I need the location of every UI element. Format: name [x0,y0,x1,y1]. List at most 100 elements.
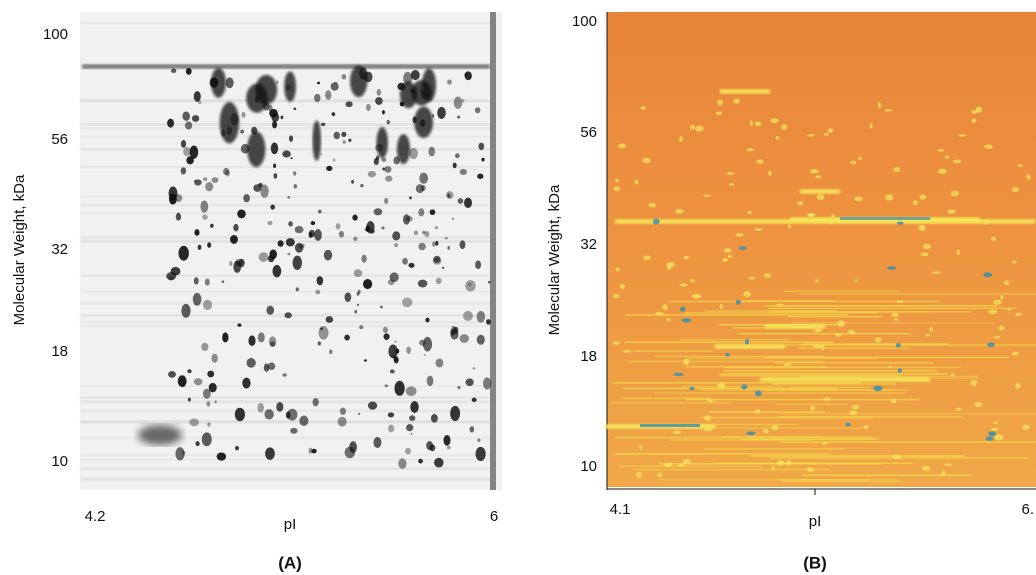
gel-spot [344,292,352,303]
gel-streak [684,312,878,314]
gel-spot [167,118,175,128]
gel-spot [266,305,275,315]
gel-spot [376,127,388,159]
gel-spot [308,447,313,454]
gel-streak [718,373,948,375]
gel-streak [798,347,911,349]
gel-spot [182,111,191,121]
gel-spot [418,208,425,217]
gel-streak [781,480,903,483]
gel-spot [298,243,305,249]
gel-spot [388,344,398,359]
gel-spot [402,214,410,225]
gel-spot [746,148,755,152]
gel-streak [80,236,490,239]
gel-streak [788,315,883,318]
gel-spot [258,183,263,187]
gel-spot [294,225,304,234]
gel-spot [178,379,186,387]
gel-spot [320,153,323,155]
gel-streak [80,127,490,129]
gel-streak [687,357,878,360]
gel-spot [780,124,788,131]
gel-spot [443,435,451,446]
gel-spot [683,255,690,260]
gel-spot [885,194,894,201]
gel-spot [854,278,858,282]
gel-streak [654,392,906,394]
gel-spot [193,277,199,285]
gel-spot [373,208,383,216]
gel-spot [994,434,1004,441]
gel-streak [708,411,826,413]
gel-spot [919,194,927,200]
gel-spot [749,120,753,126]
gel-spot [393,356,399,364]
gel-spot [929,326,933,333]
gel-spot [270,142,279,155]
gel-spot [311,448,317,454]
gel-streak [705,310,838,312]
gel-spot [816,194,825,201]
gel-spot [636,471,642,478]
gel-spot [280,115,284,120]
gel-spot [815,175,822,179]
gel-spot [851,404,860,410]
gel-spot [983,272,993,278]
gel-spot [359,325,364,330]
gel-spot [180,167,187,175]
gel-spot [652,218,660,225]
gel-spot [178,245,189,261]
gel-spot [264,409,274,420]
gel-spot [612,341,621,346]
gel-spot [1015,382,1021,389]
gel-spot [365,103,371,111]
gel-spot [477,438,481,443]
gel-spot [672,430,681,435]
gel-spot [351,180,355,184]
gel-spot [937,148,945,152]
gel-spot [225,170,231,177]
gel-streak [721,436,822,438]
gel-spot [320,122,326,127]
gel-streak [80,99,490,103]
gel-spot [182,450,186,456]
gel-spot [481,157,485,162]
gel-spot [365,225,371,233]
gel-spot [689,124,695,130]
gel-spot [192,292,202,306]
gel-spot [332,158,336,162]
y-tick-label: 32 [580,236,597,253]
gel-spot [858,156,862,161]
gel-spot [754,390,762,397]
gel-spot [318,209,322,214]
gel-spot [183,146,191,157]
gel-spot [257,402,264,413]
gel-spot [401,297,413,308]
gel-streak [698,416,873,419]
gel-spot [918,224,926,231]
gel-spot [267,362,276,370]
gel-spot [673,372,684,377]
gel-spot [738,246,748,250]
gel-spot [201,432,212,447]
gel-streak [774,362,933,364]
gel-spot [675,208,685,214]
gel-spot [835,332,842,337]
gel-spot [428,146,436,157]
gel-spot [432,241,436,247]
gel-spot [970,379,978,387]
gel-spot [430,413,438,423]
gel-spot [194,179,202,186]
gel-streak [720,374,903,377]
gel-streak [670,439,812,441]
gel-spot [821,441,828,445]
gel-streak [80,212,490,214]
gel-spot [869,122,873,129]
gel-spot [394,340,397,343]
gel-spot [287,252,291,256]
gel-streak [768,311,971,313]
gel-spot [272,264,282,278]
gel-spot [353,269,363,278]
